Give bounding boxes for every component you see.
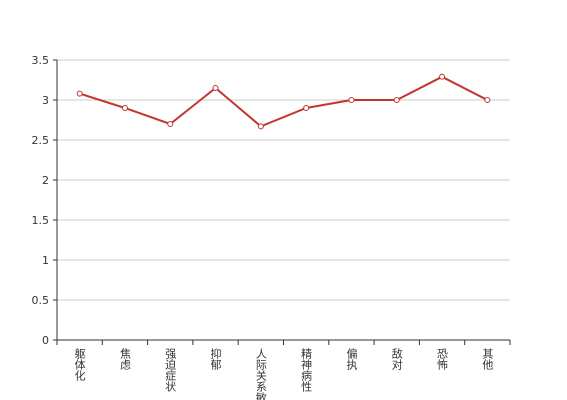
point: [76, 90, 83, 97]
y-tick-label: 0: [42, 334, 49, 347]
x-tick-label: 人际关系敏感: [254, 348, 267, 400]
y-tick-label: 2.5: [32, 134, 50, 147]
y-tick-label: 3.5: [32, 54, 50, 67]
point: [121, 105, 128, 111]
point: [303, 105, 310, 111]
point: [167, 121, 174, 127]
line: [79, 75, 488, 128]
x-tick-label: 躯体化: [73, 348, 86, 382]
x-tick-label: 抑郁: [209, 347, 222, 370]
x-tick-label: 精神病性: [300, 348, 313, 393]
y-tick-label: 1: [42, 254, 49, 267]
point: [484, 97, 491, 103]
point: [393, 97, 400, 103]
x-tick-label: 恐怖: [436, 348, 449, 370]
point: [257, 123, 264, 130]
point: [348, 97, 355, 103]
point: [439, 73, 446, 80]
y-tick-label: 2: [42, 174, 49, 187]
x-tick-label: 敌对: [390, 347, 403, 370]
y-tick-label: 3: [42, 94, 49, 107]
x-tick-label: 偏执: [345, 347, 358, 371]
x-tick-label: 其他: [481, 348, 494, 370]
x-tick-label: 焦虑: [118, 348, 131, 370]
y-tick-label: 1.5: [32, 214, 50, 227]
x-tick-label: 强迫症状: [164, 348, 177, 392]
point: [212, 85, 219, 91]
y-tick-label: 0.5: [32, 294, 50, 307]
